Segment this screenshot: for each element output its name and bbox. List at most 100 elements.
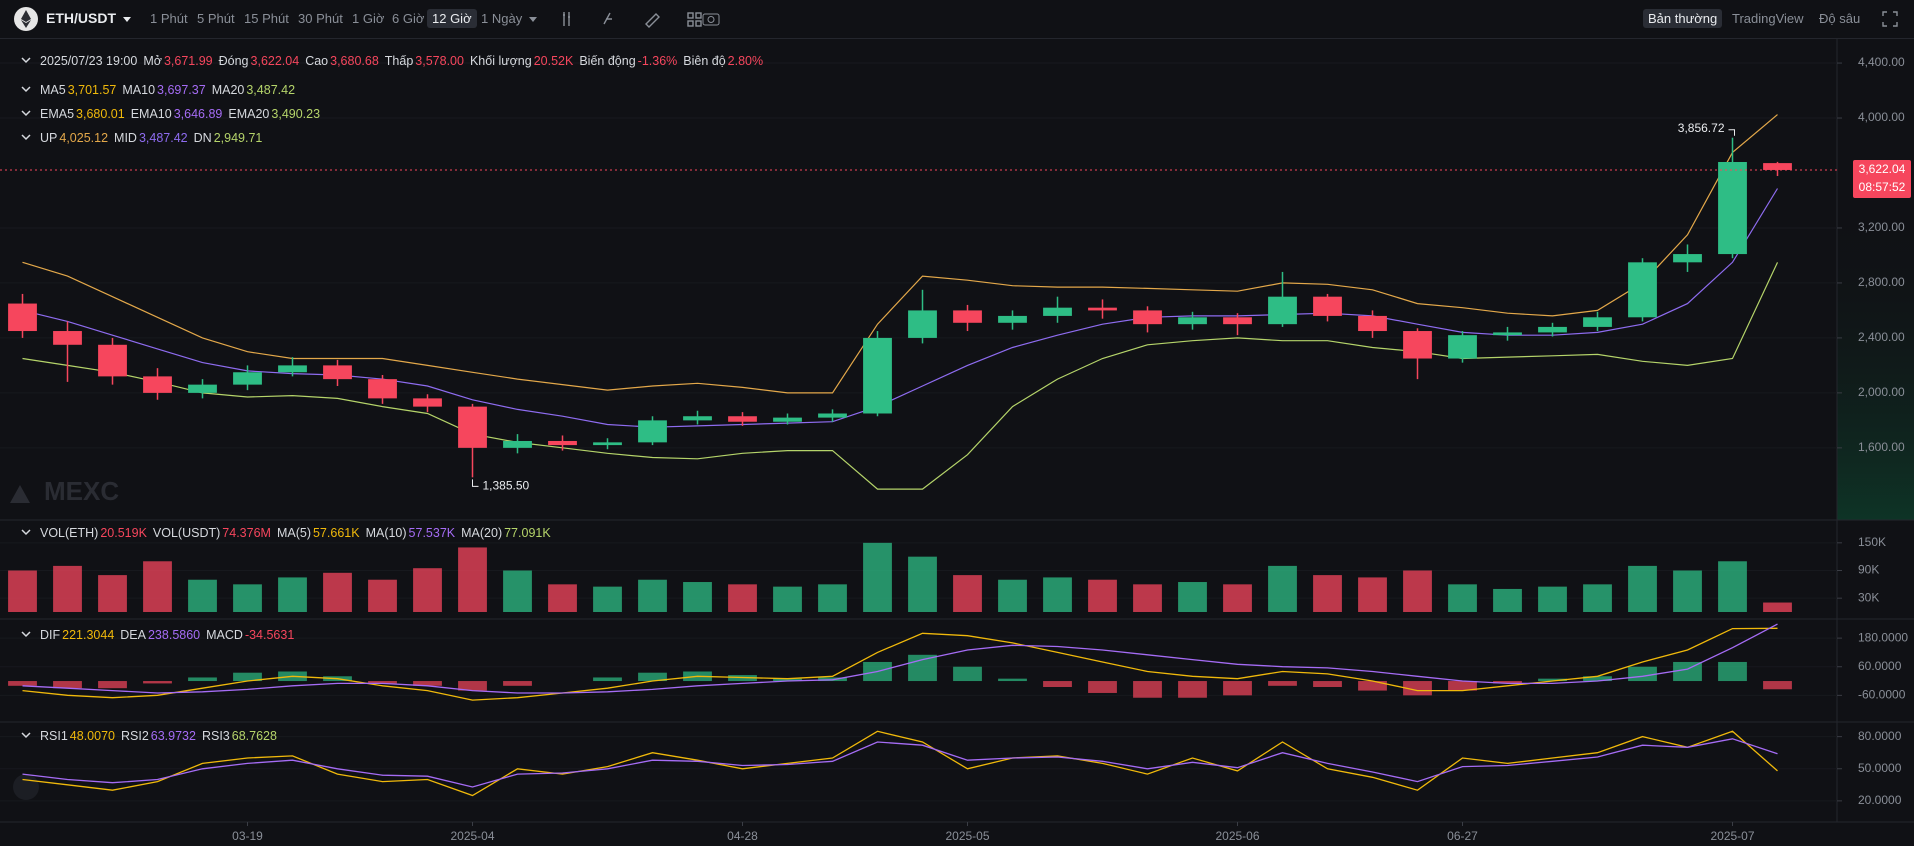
collapse-icon[interactable] bbox=[20, 84, 32, 94]
candle-body bbox=[1223, 317, 1252, 325]
volume-bar bbox=[233, 584, 262, 612]
legend-value: 3,578.00 bbox=[415, 54, 464, 68]
volume-bar bbox=[773, 586, 802, 612]
countdown: 08:57:52 bbox=[1859, 180, 1906, 194]
y-tick-label: 30K bbox=[1858, 590, 1879, 604]
interval-button[interactable]: 1 Phút bbox=[150, 11, 188, 26]
view-button[interactable]: TradingView bbox=[1732, 11, 1804, 26]
interval-button[interactable]: 30 Phút bbox=[298, 11, 343, 26]
view-button[interactable]: Bản thường bbox=[1643, 9, 1723, 28]
volume-bar bbox=[908, 556, 937, 612]
legend-name: DN bbox=[193, 131, 212, 145]
macd-bar bbox=[1673, 661, 1702, 682]
legend-value: 68.7628 bbox=[231, 729, 277, 743]
view-button[interactable]: Độ sâu bbox=[1819, 11, 1861, 26]
candle-body bbox=[278, 365, 307, 373]
macd-bar bbox=[593, 677, 622, 682]
legend-value: 3,697.37 bbox=[157, 83, 206, 97]
camera-icon[interactable] bbox=[702, 10, 720, 28]
legend-value: -34.5631 bbox=[244, 628, 295, 642]
legend-value: 3,622.04 bbox=[250, 54, 300, 68]
macd-bar bbox=[1043, 681, 1072, 687]
legend-name: Thấp bbox=[384, 54, 414, 68]
price-tag bbox=[1853, 159, 1911, 198]
macd-bar bbox=[1628, 666, 1657, 682]
x-tick-label: 2025-04 bbox=[450, 829, 494, 843]
macd-bar bbox=[1088, 681, 1117, 693]
interval-button[interactable]: 5 Phút bbox=[197, 11, 235, 26]
interval-button[interactable]: 1 Ngày bbox=[481, 11, 523, 26]
volume-bar bbox=[98, 575, 127, 612]
candle-body bbox=[1448, 335, 1477, 359]
indicator-line bbox=[22, 262, 1779, 490]
macd-bar bbox=[188, 677, 217, 682]
high-label: 3,856.72 bbox=[1678, 121, 1725, 135]
volume-bar bbox=[1403, 570, 1432, 612]
symbol[interactable]: ETH/USDT bbox=[46, 10, 116, 26]
volume-bar bbox=[8, 570, 37, 612]
volume-bar bbox=[53, 565, 82, 612]
collapse-icon[interactable] bbox=[20, 730, 32, 740]
legend-name: RSI2 bbox=[120, 729, 149, 743]
legend-value: 20.519K bbox=[100, 526, 147, 540]
y-tick-label: 20.0000 bbox=[1858, 793, 1902, 807]
volume-bar bbox=[143, 561, 172, 612]
volume-bar bbox=[1043, 577, 1072, 612]
legend-name: MA(10) bbox=[365, 526, 407, 540]
candle-body bbox=[998, 315, 1027, 323]
interval-button[interactable]: 12 Giờ bbox=[427, 9, 477, 28]
y-tick-label: 90K bbox=[1858, 563, 1879, 577]
legend-name: UP bbox=[40, 131, 58, 145]
y-tick-label: 2,000.00 bbox=[1858, 385, 1905, 399]
volume-bar bbox=[458, 547, 487, 612]
volume-bar bbox=[1178, 582, 1207, 612]
legend-name: Mở bbox=[143, 54, 162, 68]
legend-name: Biên độ bbox=[683, 54, 726, 68]
collapse-icon[interactable] bbox=[20, 55, 32, 65]
macd-bar bbox=[1268, 681, 1297, 686]
volume-bar bbox=[1223, 584, 1252, 612]
legend-name: MID bbox=[114, 131, 137, 145]
volume-bar bbox=[278, 577, 307, 612]
legend-name: MACD bbox=[206, 628, 243, 642]
legend-name: DIF bbox=[40, 628, 61, 642]
high-marker bbox=[1728, 129, 1735, 136]
tool-icons[interactable] bbox=[560, 9, 720, 29]
candle-body bbox=[1403, 331, 1432, 359]
dropdown-icon[interactable] bbox=[122, 15, 132, 25]
volume-bar bbox=[1088, 579, 1117, 612]
candle-body bbox=[1043, 307, 1072, 316]
volume-bar bbox=[1718, 561, 1747, 612]
dropdown-icon[interactable] bbox=[528, 15, 538, 25]
macd-bar bbox=[1223, 681, 1252, 696]
legend-value: 3,487.42 bbox=[138, 131, 188, 145]
volume-bar bbox=[1763, 602, 1792, 612]
candle-body bbox=[233, 372, 262, 385]
volume-bar bbox=[1628, 565, 1657, 612]
fullscreen-icon[interactable] bbox=[1882, 11, 1898, 27]
legend-row: MA5 3,701.57 MA10 3,697.37 MA20 3,487.42 bbox=[20, 82, 301, 98]
collapse-icon[interactable] bbox=[20, 629, 32, 639]
candle-body bbox=[53, 331, 82, 345]
legend-name: MA5 bbox=[40, 83, 66, 97]
tool-button[interactable] bbox=[13, 774, 39, 800]
interval-button[interactable]: 6 Giờ bbox=[392, 11, 425, 26]
interval-button[interactable]: 15 Phút bbox=[244, 11, 289, 26]
collapse-icon[interactable] bbox=[20, 527, 32, 537]
candle-body bbox=[143, 376, 172, 393]
collapse-icon[interactable] bbox=[20, 132, 32, 142]
macd-bar bbox=[413, 681, 442, 686]
volume-bar bbox=[503, 570, 532, 612]
candle-body bbox=[458, 406, 487, 448]
legend-name: Khối lượng bbox=[469, 54, 532, 68]
interval-button[interactable]: 1 Giờ bbox=[352, 11, 385, 26]
y-tick-label: -60.0000 bbox=[1858, 688, 1906, 702]
volume-bar bbox=[548, 584, 577, 612]
legend-value: 4,025.12 bbox=[59, 131, 109, 145]
volume-bar bbox=[998, 579, 1027, 612]
candle-body bbox=[1313, 296, 1342, 316]
collapse-icon[interactable] bbox=[20, 108, 32, 118]
macd-bar bbox=[953, 666, 982, 682]
indicator-line bbox=[22, 627, 1778, 701]
